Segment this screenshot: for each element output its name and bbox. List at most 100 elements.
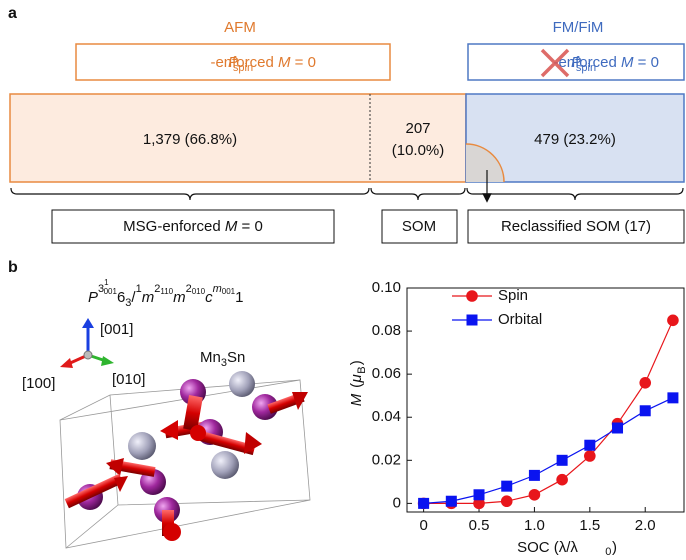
fm-region [465, 93, 685, 183]
text: m [213, 283, 222, 295]
fm-title: FM/FiM [553, 19, 604, 36]
text: 2 [186, 283, 192, 295]
marker [501, 480, 513, 492]
y-tick-label: 0.06 [372, 365, 401, 382]
text: -enforced [210, 54, 278, 71]
y-tick-label: 0 [393, 494, 401, 511]
magnetic-space-group: P31 00163/1m2110m2010cm0011 [88, 278, 243, 309]
text: M [225, 218, 238, 235]
marker [639, 376, 652, 389]
som-percent: (10.0%) [392, 142, 445, 159]
text: = 0 [237, 218, 262, 235]
text: 3 [125, 297, 131, 309]
text: 110 [160, 287, 173, 296]
afm-region [9, 93, 467, 183]
marker [667, 392, 679, 404]
afm-count: 1,379 (66.8%) [143, 131, 237, 148]
series-line [423, 320, 674, 504]
x-tick-label: 0.5 [469, 517, 490, 534]
marker [612, 422, 624, 434]
som-label: SOM [402, 218, 436, 235]
compound: Mn3Sn [200, 349, 245, 369]
y-tick-label: 0.10 [372, 279, 401, 296]
legend-marker [466, 314, 478, 326]
marker [667, 314, 679, 327]
text: c [205, 289, 213, 306]
text: 6 [117, 289, 125, 306]
reclassified-wedge [466, 144, 504, 182]
text: B [356, 366, 368, 373]
afm-condition: Pspin-enforced M = 0 [210, 54, 315, 74]
fm-condition-box [467, 43, 685, 81]
text: 001 [222, 287, 236, 296]
text: / [131, 289, 136, 306]
text: P [88, 289, 98, 306]
afm-condition-box [75, 43, 391, 81]
msg-label: MSG-enforced M = 0 [123, 218, 263, 235]
text: spin [233, 62, 253, 74]
text: 3 [221, 357, 227, 369]
fm-condition: Pspin-enforced M = 0 [553, 54, 658, 74]
text: 3 [98, 283, 104, 295]
brace [466, 187, 684, 201]
text: -enforced [553, 54, 621, 71]
y-tick-label: 0.08 [372, 322, 401, 339]
marker [445, 495, 457, 507]
panel-label: b [8, 259, 18, 276]
text: ( [348, 383, 365, 392]
marker [528, 488, 541, 501]
cross-mark [540, 48, 570, 78]
text: M [348, 393, 365, 406]
text: 001 [104, 287, 118, 296]
text: Sn [227, 349, 245, 366]
text: M [621, 54, 634, 71]
marker [418, 497, 430, 509]
marker [639, 405, 651, 417]
text: Mn [200, 349, 221, 366]
plot-frame [406, 287, 685, 513]
text: M [278, 54, 291, 71]
marker [528, 469, 540, 481]
axis-label: [100] [22, 375, 55, 392]
text: 1 [104, 278, 109, 287]
text: 2 [154, 283, 160, 295]
text: MSG-enforced [123, 218, 225, 235]
legend-marker [466, 290, 478, 302]
legend-label: Spin [498, 287, 528, 304]
msg-box [51, 209, 335, 244]
text: spin [576, 62, 596, 74]
text: SOC (λ/λ [517, 539, 578, 556]
marker [500, 495, 513, 508]
reclassified-label: Reclassified SOM (17) [501, 218, 651, 235]
series-line [423, 397, 674, 504]
brace [10, 187, 370, 201]
text: 1 [136, 283, 142, 295]
x-axis-label: SOC (λ/λ 0) [517, 539, 617, 558]
axis-origin [83, 350, 93, 360]
wedge-arc [465, 143, 505, 183]
text: m [142, 289, 155, 306]
som-count: 207 [405, 120, 430, 137]
axis-arrow-head [101, 356, 114, 366]
fm-count: 479 (23.2%) [534, 131, 616, 148]
marker [473, 497, 485, 510]
text: P [571, 54, 581, 71]
marker [556, 454, 568, 466]
x-tick-label: 1.0 [524, 517, 545, 534]
x-tick-label: 1.5 [579, 517, 600, 534]
text: ) [348, 360, 365, 365]
text: = 0 [291, 54, 316, 71]
x-tick-label: 2.0 [635, 517, 656, 534]
text: P [228, 54, 238, 71]
marker [584, 450, 596, 462]
legend-label: Orbital [498, 311, 542, 328]
axis-arrow-head [60, 358, 73, 368]
text: m [173, 289, 186, 306]
y-axis-label: M (μB) [348, 360, 368, 406]
axis-label: [010] [112, 371, 145, 388]
text: ) [612, 539, 617, 556]
marker [556, 473, 568, 486]
som-box [381, 209, 458, 244]
brace [370, 187, 466, 201]
